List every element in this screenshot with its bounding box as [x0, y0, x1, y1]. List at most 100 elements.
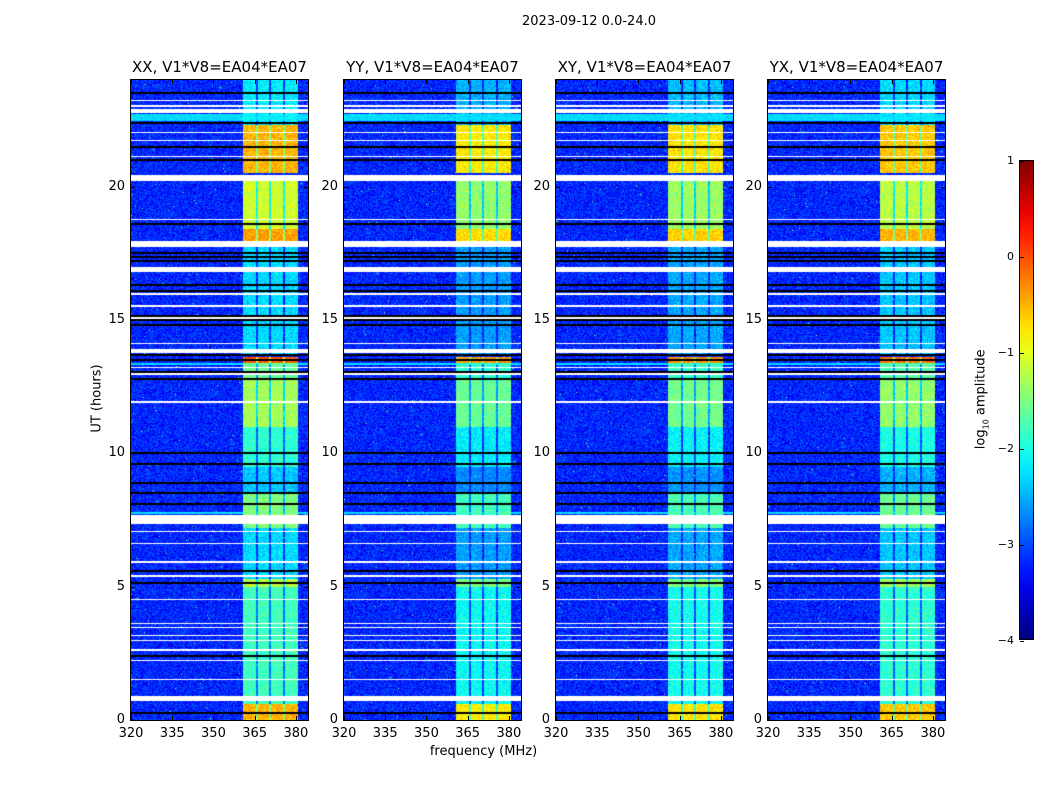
y-tick-label: 0	[753, 712, 762, 727]
x-tick	[809, 80, 811, 84]
colorbar-tick-label: −4	[997, 634, 1014, 647]
colorbar-tick	[1020, 257, 1024, 258]
y-tick	[131, 320, 135, 321]
y-tick	[768, 586, 772, 588]
colorbar-label-log: log	[973, 429, 989, 450]
x-tick	[131, 80, 132, 84]
y-tick	[304, 320, 308, 321]
y-tick	[344, 720, 348, 721]
x-tick-label: 335	[584, 726, 610, 741]
y-tick	[729, 186, 733, 188]
x-tick	[344, 716, 345, 720]
x-tick	[254, 80, 256, 84]
heatmap-image	[556, 80, 733, 720]
x-tick	[850, 80, 852, 84]
y-tick-label: 10	[745, 445, 762, 461]
x-tick-label: 350	[838, 726, 863, 741]
x-tick	[679, 716, 681, 720]
y-tick	[344, 320, 348, 321]
x-tick	[768, 716, 769, 720]
y-tick-label: 5	[753, 578, 762, 594]
colorbar-tick	[1020, 161, 1024, 162]
y-tick	[941, 586, 945, 588]
y-tick	[941, 186, 945, 188]
y-tick-label: 20	[108, 178, 125, 194]
x-tick-label: 350	[626, 726, 651, 741]
x-tick-label: 320	[755, 726, 781, 741]
y-tick	[768, 320, 772, 321]
x-tick	[768, 80, 769, 84]
panel-title: YX, V1*V8=EA04*EA07	[769, 58, 944, 76]
figure-title: 2023-09-12 0.0-24.0	[522, 14, 656, 29]
x-tick	[508, 80, 510, 84]
y-tick	[517, 453, 521, 455]
y-tick	[517, 720, 521, 721]
x-tick-label: 380	[283, 726, 309, 741]
panel-title: YY, V1*V8=EA04*EA07	[346, 58, 519, 76]
y-axis-label: UT (hours)	[89, 364, 105, 433]
x-tick	[679, 80, 681, 84]
y-tick-label: 15	[533, 312, 550, 327]
x-tick	[932, 80, 934, 84]
x-tick-label: 380	[920, 726, 946, 741]
y-tick	[304, 720, 308, 721]
y-tick	[556, 186, 560, 188]
x-tick-label: 335	[159, 726, 185, 741]
x-axis-label: frequency (MHz)	[429, 744, 538, 759]
y-tick-label: 20	[745, 178, 762, 194]
y-tick	[941, 320, 945, 321]
y-tick	[729, 320, 733, 321]
y-tick	[517, 186, 521, 188]
y-tick	[344, 186, 348, 188]
colorbar-label-amplitude: amplitude	[973, 349, 989, 420]
y-tick-label: 10	[533, 445, 550, 461]
x-tick	[850, 716, 852, 720]
y-tick-label: 20	[533, 178, 550, 194]
x-tick-label: 380	[708, 726, 734, 741]
x-tick	[597, 80, 599, 84]
waterfall-panel-yy: YY, V1*V8=EA04*EA07 320 335 350 365 380 0 5 10 15…	[321, 58, 522, 741]
y-tick	[729, 586, 733, 588]
y-tick	[941, 720, 945, 721]
waterfall-panel-xy: XY, V1*V8=EA04*EA07 320 335 350 365 380 0 5 10 15…	[533, 58, 734, 741]
y-tick	[131, 720, 135, 721]
y-tick	[131, 453, 135, 455]
y-tick-label: 5	[541, 578, 550, 594]
x-tick	[556, 80, 557, 84]
x-tick	[131, 716, 132, 720]
x-tick-label: 335	[372, 726, 398, 741]
x-tick	[426, 716, 428, 720]
y-tick-label: 10	[321, 445, 338, 461]
y-tick	[517, 320, 521, 321]
colorbar: 1 0 −1 −2 −3 −4	[998, 154, 1034, 647]
colorbar-label-base: 10	[981, 419, 991, 430]
x-tick	[385, 716, 387, 720]
waterfall-panel-yx: YX, V1*V8=EA04*EA07 320 335 350 365 380 0 5 10 15…	[745, 58, 946, 741]
y-tick-label: 15	[745, 312, 762, 327]
y-tick	[941, 453, 945, 455]
x-tick	[254, 716, 256, 720]
y-tick	[517, 586, 521, 588]
x-tick	[556, 716, 557, 720]
x-tick	[932, 716, 934, 720]
y-tick	[729, 453, 733, 455]
x-tick	[213, 80, 215, 84]
colorbar-tick-label: −3	[997, 538, 1014, 551]
x-tick	[426, 80, 428, 84]
colorbar-tick-label: −2	[997, 442, 1014, 455]
heatmap-image	[131, 80, 308, 720]
y-tick	[556, 720, 560, 721]
y-tick	[131, 186, 135, 188]
y-tick	[556, 586, 560, 588]
x-tick	[172, 80, 174, 84]
waterfall-panel-xx: XX, V1*V8=EA04*EA07 320 335 350 365 380 0 5 10 15…	[108, 58, 309, 741]
x-tick	[891, 716, 893, 720]
y-tick	[344, 453, 348, 455]
x-tick-label: 350	[201, 726, 226, 741]
y-tick	[729, 720, 733, 721]
x-tick-label: 380	[496, 726, 522, 741]
heatmap-image	[344, 80, 521, 720]
x-tick-label: 365	[242, 726, 268, 741]
y-tick-label: 20	[321, 178, 338, 194]
x-tick-label: 350	[414, 726, 439, 741]
